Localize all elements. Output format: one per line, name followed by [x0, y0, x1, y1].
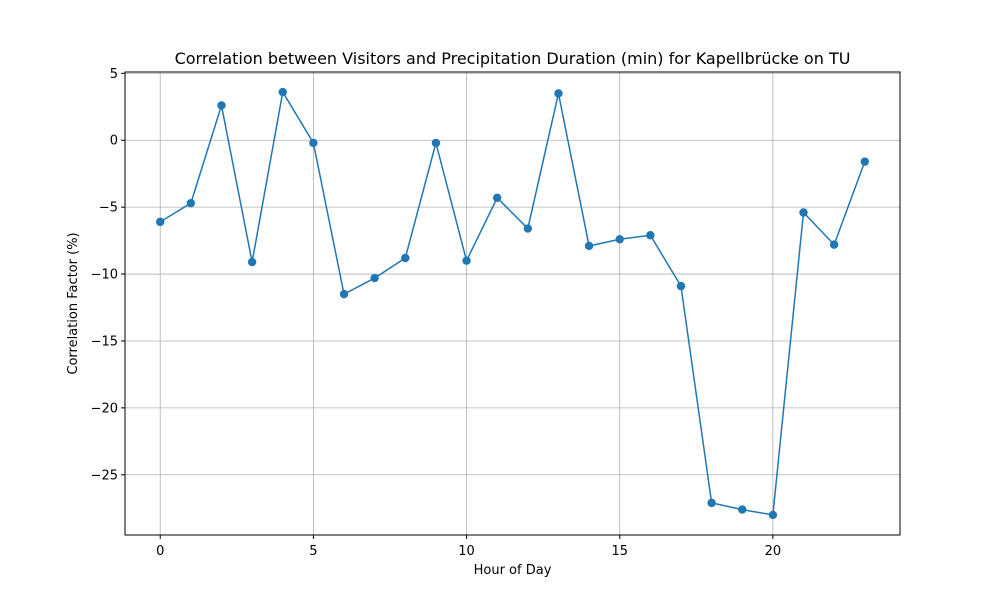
- chart-title: Correlation between Visitors and Precipi…: [175, 49, 851, 68]
- y-tick-label: −10: [91, 268, 118, 283]
- data-point: [492, 193, 502, 202]
- data-series: [156, 87, 869, 520]
- data-point: [370, 273, 379, 283]
- data-point: [339, 289, 349, 299]
- data-point: [860, 157, 869, 166]
- grid: [125, 72, 900, 535]
- x-tick-label: 10: [458, 544, 475, 559]
- data-point: [554, 89, 563, 98]
- y-tick-label: −20: [91, 401, 118, 416]
- y-tick-label: −25: [91, 468, 118, 483]
- data-point: [523, 224, 533, 233]
- x-tick-label: 0: [156, 544, 164, 559]
- data-point: [431, 138, 441, 148]
- y-tick-label: 5: [110, 67, 118, 82]
- x-tick-label: 15: [611, 544, 628, 559]
- y-tick-label: −15: [91, 334, 118, 349]
- axis-ticks: 0 5 10 15 20 5 0 −5 −10 −15 −20 −25: [91, 67, 782, 559]
- y-tick-label: 0: [110, 134, 118, 149]
- data-point: [768, 510, 778, 520]
- y-axis-label: Correlation Factor (%): [66, 232, 81, 374]
- data-point: [738, 505, 747, 514]
- data-point: [615, 235, 624, 244]
- data-point: [646, 231, 655, 240]
- data-point: [247, 257, 257, 267]
- data-point: [676, 281, 686, 291]
- data-point: [401, 253, 410, 263]
- data-point: [584, 241, 594, 251]
- data-point: [309, 138, 318, 148]
- x-tick-label: 20: [765, 544, 782, 559]
- data-point: [829, 240, 839, 249]
- data-point: [186, 198, 196, 208]
- data-point: [278, 87, 287, 97]
- data-point: [707, 498, 716, 508]
- data-point: [462, 256, 471, 265]
- x-tick-label: 5: [309, 544, 317, 559]
- series-line: [159, 91, 866, 516]
- data-point: [799, 208, 808, 217]
- data-point: [217, 101, 226, 110]
- x-axis-label: Hour of Day: [474, 563, 552, 578]
- y-tick-label: −5: [99, 201, 118, 216]
- data-point: [156, 217, 165, 227]
- plot-frame: [124, 71, 901, 536]
